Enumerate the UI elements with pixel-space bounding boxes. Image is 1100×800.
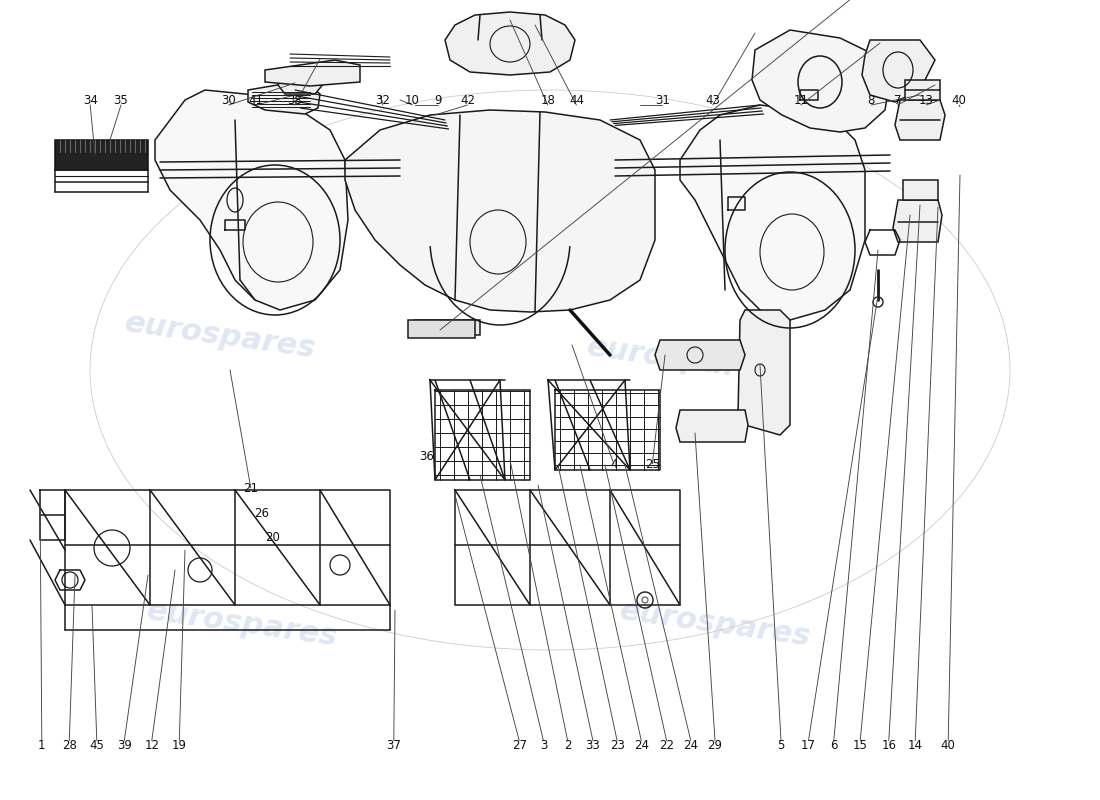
Text: 43: 43 — [705, 94, 720, 106]
Polygon shape — [654, 340, 745, 370]
Text: 16: 16 — [881, 739, 896, 752]
Text: 34: 34 — [82, 94, 98, 106]
Text: 38: 38 — [287, 94, 303, 106]
Polygon shape — [680, 105, 865, 320]
Text: 2: 2 — [564, 739, 571, 752]
Text: 9: 9 — [434, 94, 441, 106]
Text: 25: 25 — [645, 458, 660, 470]
Text: 14: 14 — [908, 739, 923, 752]
Polygon shape — [676, 410, 748, 442]
Text: 27: 27 — [512, 739, 527, 752]
Text: 30: 30 — [221, 94, 236, 106]
Polygon shape — [895, 100, 945, 140]
Polygon shape — [903, 180, 938, 200]
Text: eurospares: eurospares — [584, 332, 780, 388]
Text: 33: 33 — [585, 739, 601, 752]
Text: 37: 37 — [386, 739, 402, 752]
Polygon shape — [415, 320, 480, 335]
Text: 1: 1 — [39, 739, 45, 752]
Polygon shape — [278, 74, 324, 94]
Polygon shape — [738, 310, 790, 435]
Text: 40: 40 — [940, 739, 956, 752]
Polygon shape — [155, 90, 348, 310]
Text: 12: 12 — [144, 739, 159, 752]
Polygon shape — [893, 200, 942, 242]
Text: 8: 8 — [868, 94, 875, 106]
Text: 24: 24 — [634, 739, 649, 752]
Text: 19: 19 — [172, 739, 187, 752]
Polygon shape — [752, 30, 890, 132]
Text: 29: 29 — [707, 739, 723, 752]
Text: 7: 7 — [894, 94, 901, 106]
Text: 23: 23 — [609, 739, 625, 752]
Text: 6: 6 — [830, 739, 837, 752]
Text: 13: 13 — [918, 94, 934, 106]
Text: 11: 11 — [793, 94, 808, 106]
Text: 4: 4 — [610, 458, 617, 470]
Text: 5: 5 — [778, 739, 784, 752]
Polygon shape — [248, 82, 320, 114]
Text: eurospares: eurospares — [617, 596, 813, 652]
Polygon shape — [265, 60, 360, 86]
Polygon shape — [446, 12, 575, 75]
Text: 26: 26 — [254, 507, 270, 520]
Text: 22: 22 — [659, 739, 674, 752]
Polygon shape — [905, 80, 940, 100]
Text: 3: 3 — [540, 739, 547, 752]
Text: 15: 15 — [852, 739, 868, 752]
Text: 17: 17 — [801, 739, 816, 752]
Text: 45: 45 — [89, 739, 104, 752]
Polygon shape — [345, 110, 654, 312]
Polygon shape — [55, 140, 148, 170]
Text: 32: 32 — [375, 94, 390, 106]
Text: eurospares: eurospares — [144, 596, 340, 652]
Text: 31: 31 — [654, 94, 670, 106]
Text: 42: 42 — [460, 94, 475, 106]
Text: 36: 36 — [419, 450, 435, 462]
Text: 44: 44 — [569, 94, 584, 106]
Text: 20: 20 — [265, 531, 280, 544]
Text: 24: 24 — [683, 739, 698, 752]
Text: 39: 39 — [117, 739, 132, 752]
Text: 10: 10 — [405, 94, 420, 106]
Text: 28: 28 — [62, 739, 77, 752]
Polygon shape — [862, 40, 935, 102]
Text: 35: 35 — [113, 94, 129, 106]
Text: 21: 21 — [243, 482, 258, 494]
Text: 41: 41 — [249, 94, 264, 106]
Text: 18: 18 — [540, 94, 556, 106]
Text: eurospares: eurospares — [122, 308, 318, 364]
Text: 40: 40 — [952, 94, 967, 106]
Polygon shape — [408, 320, 475, 338]
